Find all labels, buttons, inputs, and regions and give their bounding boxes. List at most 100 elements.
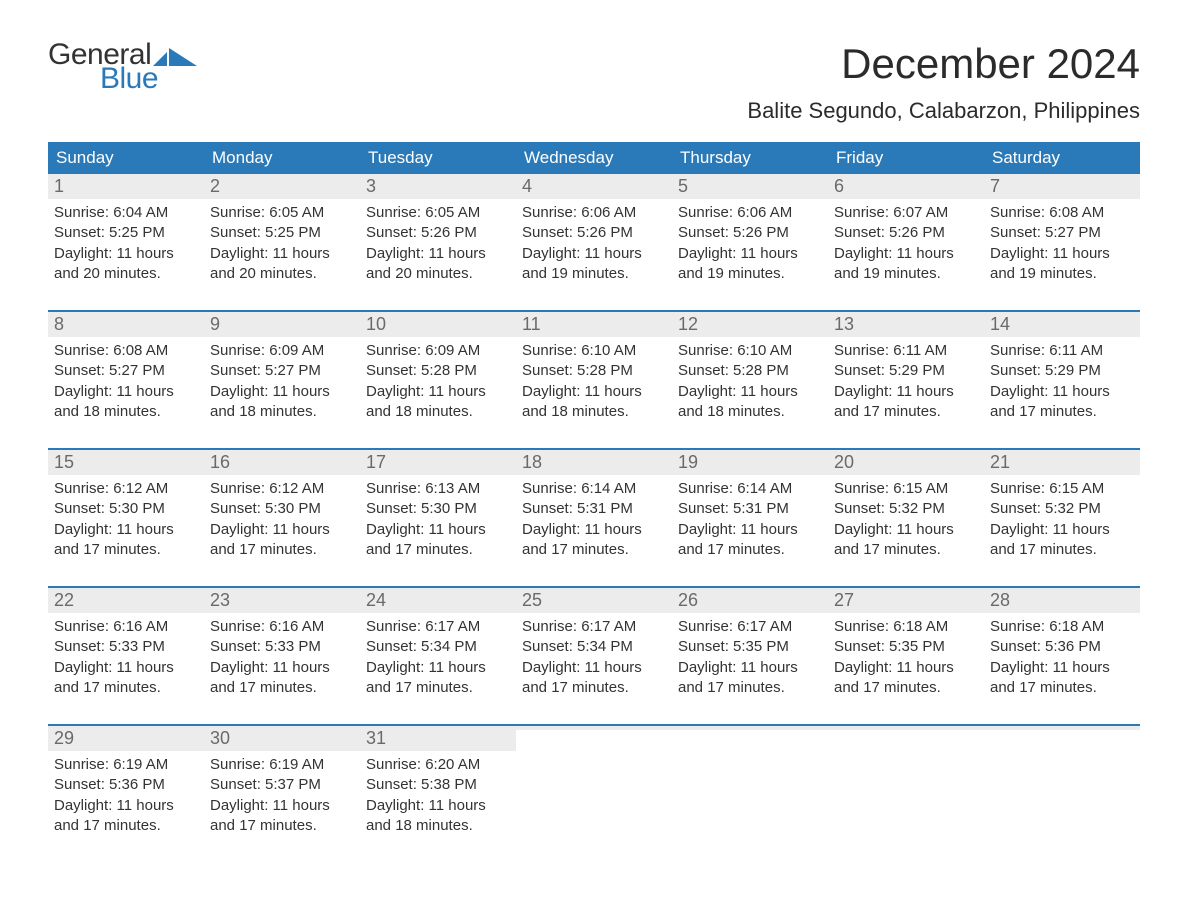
calendar-day: 28Sunrise: 6:18 AMSunset: 5:36 PMDayligh… bbox=[984, 588, 1140, 704]
sunrise-text: Sunrise: 6:18 AM bbox=[834, 617, 978, 637]
logo: General Blue bbox=[48, 40, 197, 94]
sunrise-text: Sunrise: 6:13 AM bbox=[366, 479, 510, 499]
sunrise-text: Sunrise: 6:20 AM bbox=[366, 755, 510, 775]
calendar-day: 7Sunrise: 6:08 AMSunset: 5:27 PMDaylight… bbox=[984, 174, 1140, 290]
day-details: Sunrise: 6:07 AMSunset: 5:26 PMDaylight:… bbox=[828, 199, 984, 290]
sunset-text: Sunset: 5:36 PM bbox=[54, 775, 198, 795]
day-details: Sunrise: 6:12 AMSunset: 5:30 PMDaylight:… bbox=[48, 475, 204, 566]
daylight-line2: and 17 minutes. bbox=[54, 678, 198, 698]
sunset-text: Sunset: 5:31 PM bbox=[522, 499, 666, 519]
day-details: Sunrise: 6:14 AMSunset: 5:31 PMDaylight:… bbox=[516, 475, 672, 566]
daylight-line1: Daylight: 11 hours bbox=[366, 244, 510, 264]
daylight-line1: Daylight: 11 hours bbox=[54, 796, 198, 816]
daylight-line1: Daylight: 11 hours bbox=[678, 520, 822, 540]
daylight-line1: Daylight: 11 hours bbox=[210, 796, 354, 816]
daylight-line1: Daylight: 11 hours bbox=[210, 382, 354, 402]
day-number: 2 bbox=[204, 174, 360, 199]
dow-thursday: Thursday bbox=[672, 142, 828, 174]
daylight-line1: Daylight: 11 hours bbox=[990, 658, 1134, 678]
daylight-line2: and 17 minutes. bbox=[990, 678, 1134, 698]
day-number: 11 bbox=[516, 312, 672, 337]
day-number: 30 bbox=[204, 726, 360, 751]
daylight-line1: Daylight: 11 hours bbox=[210, 520, 354, 540]
day-number: 12 bbox=[672, 312, 828, 337]
sunrise-text: Sunrise: 6:12 AM bbox=[54, 479, 198, 499]
sunrise-text: Sunrise: 6:14 AM bbox=[678, 479, 822, 499]
day-number: 16 bbox=[204, 450, 360, 475]
calendar-day: 29Sunrise: 6:19 AMSunset: 5:36 PMDayligh… bbox=[48, 726, 204, 842]
day-number: 24 bbox=[360, 588, 516, 613]
daylight-line1: Daylight: 11 hours bbox=[990, 244, 1134, 264]
day-details: Sunrise: 6:15 AMSunset: 5:32 PMDaylight:… bbox=[984, 475, 1140, 566]
day-details: Sunrise: 6:10 AMSunset: 5:28 PMDaylight:… bbox=[672, 337, 828, 428]
day-details: Sunrise: 6:14 AMSunset: 5:31 PMDaylight:… bbox=[672, 475, 828, 566]
sunset-text: Sunset: 5:35 PM bbox=[834, 637, 978, 657]
days-of-week-header: Sunday Monday Tuesday Wednesday Thursday… bbox=[48, 142, 1140, 174]
sunset-text: Sunset: 5:25 PM bbox=[210, 223, 354, 243]
calendar-day bbox=[828, 726, 984, 842]
daylight-line1: Daylight: 11 hours bbox=[210, 244, 354, 264]
sunset-text: Sunset: 5:27 PM bbox=[990, 223, 1134, 243]
calendar-day: 21Sunrise: 6:15 AMSunset: 5:32 PMDayligh… bbox=[984, 450, 1140, 566]
day-number: 17 bbox=[360, 450, 516, 475]
sunset-text: Sunset: 5:26 PM bbox=[834, 223, 978, 243]
sunset-text: Sunset: 5:32 PM bbox=[990, 499, 1134, 519]
day-details: Sunrise: 6:10 AMSunset: 5:28 PMDaylight:… bbox=[516, 337, 672, 428]
sunset-text: Sunset: 5:30 PM bbox=[54, 499, 198, 519]
page-header: General Blue December 2024 Balite Segund… bbox=[48, 40, 1140, 124]
day-number: 5 bbox=[672, 174, 828, 199]
day-details: Sunrise: 6:17 AMSunset: 5:34 PMDaylight:… bbox=[360, 613, 516, 704]
calendar-day: 3Sunrise: 6:05 AMSunset: 5:26 PMDaylight… bbox=[360, 174, 516, 290]
location-subtitle: Balite Segundo, Calabarzon, Philippines bbox=[747, 98, 1140, 124]
day-details: Sunrise: 6:18 AMSunset: 5:36 PMDaylight:… bbox=[984, 613, 1140, 704]
daylight-line1: Daylight: 11 hours bbox=[834, 244, 978, 264]
logo-text-blue: Blue bbox=[100, 64, 197, 94]
calendar-day bbox=[672, 726, 828, 842]
daylight-line2: and 19 minutes. bbox=[522, 264, 666, 284]
day-number: 10 bbox=[360, 312, 516, 337]
sunrise-text: Sunrise: 6:15 AM bbox=[990, 479, 1134, 499]
daylight-line2: and 17 minutes. bbox=[678, 678, 822, 698]
sunrise-text: Sunrise: 6:06 AM bbox=[678, 203, 822, 223]
sunset-text: Sunset: 5:37 PM bbox=[210, 775, 354, 795]
day-details: Sunrise: 6:06 AMSunset: 5:26 PMDaylight:… bbox=[516, 199, 672, 290]
sunrise-text: Sunrise: 6:19 AM bbox=[210, 755, 354, 775]
calendar-day: 22Sunrise: 6:16 AMSunset: 5:33 PMDayligh… bbox=[48, 588, 204, 704]
sunset-text: Sunset: 5:26 PM bbox=[522, 223, 666, 243]
day-number: 25 bbox=[516, 588, 672, 613]
daylight-line2: and 17 minutes. bbox=[366, 540, 510, 560]
daylight-line1: Daylight: 11 hours bbox=[522, 520, 666, 540]
sunset-text: Sunset: 5:30 PM bbox=[210, 499, 354, 519]
daylight-line2: and 17 minutes. bbox=[210, 816, 354, 836]
daylight-line2: and 17 minutes. bbox=[210, 540, 354, 560]
daylight-line1: Daylight: 11 hours bbox=[366, 520, 510, 540]
calendar-day: 15Sunrise: 6:12 AMSunset: 5:30 PMDayligh… bbox=[48, 450, 204, 566]
calendar-day: 19Sunrise: 6:14 AMSunset: 5:31 PMDayligh… bbox=[672, 450, 828, 566]
calendar-day: 11Sunrise: 6:10 AMSunset: 5:28 PMDayligh… bbox=[516, 312, 672, 428]
calendar-week: 1Sunrise: 6:04 AMSunset: 5:25 PMDaylight… bbox=[48, 174, 1140, 290]
sunset-text: Sunset: 5:26 PM bbox=[366, 223, 510, 243]
daylight-line2: and 17 minutes. bbox=[522, 678, 666, 698]
calendar-day: 9Sunrise: 6:09 AMSunset: 5:27 PMDaylight… bbox=[204, 312, 360, 428]
sunrise-text: Sunrise: 6:17 AM bbox=[366, 617, 510, 637]
daylight-line1: Daylight: 11 hours bbox=[522, 658, 666, 678]
calendar-day: 18Sunrise: 6:14 AMSunset: 5:31 PMDayligh… bbox=[516, 450, 672, 566]
calendar-day: 6Sunrise: 6:07 AMSunset: 5:26 PMDaylight… bbox=[828, 174, 984, 290]
calendar-week: 29Sunrise: 6:19 AMSunset: 5:36 PMDayligh… bbox=[48, 724, 1140, 842]
calendar: Sunday Monday Tuesday Wednesday Thursday… bbox=[48, 142, 1140, 842]
calendar-week: 15Sunrise: 6:12 AMSunset: 5:30 PMDayligh… bbox=[48, 448, 1140, 566]
day-details: Sunrise: 6:15 AMSunset: 5:32 PMDaylight:… bbox=[828, 475, 984, 566]
daylight-line1: Daylight: 11 hours bbox=[522, 244, 666, 264]
daylight-line1: Daylight: 11 hours bbox=[366, 382, 510, 402]
day-details: Sunrise: 6:09 AMSunset: 5:27 PMDaylight:… bbox=[204, 337, 360, 428]
calendar-week: 22Sunrise: 6:16 AMSunset: 5:33 PMDayligh… bbox=[48, 586, 1140, 704]
calendar-day bbox=[516, 726, 672, 842]
sunset-text: Sunset: 5:28 PM bbox=[366, 361, 510, 381]
day-details: Sunrise: 6:11 AMSunset: 5:29 PMDaylight:… bbox=[828, 337, 984, 428]
daylight-line1: Daylight: 11 hours bbox=[990, 382, 1134, 402]
sunset-text: Sunset: 5:32 PM bbox=[834, 499, 978, 519]
sunset-text: Sunset: 5:27 PM bbox=[210, 361, 354, 381]
day-details: Sunrise: 6:11 AMSunset: 5:29 PMDaylight:… bbox=[984, 337, 1140, 428]
daylight-line1: Daylight: 11 hours bbox=[522, 382, 666, 402]
daylight-line1: Daylight: 11 hours bbox=[54, 244, 198, 264]
